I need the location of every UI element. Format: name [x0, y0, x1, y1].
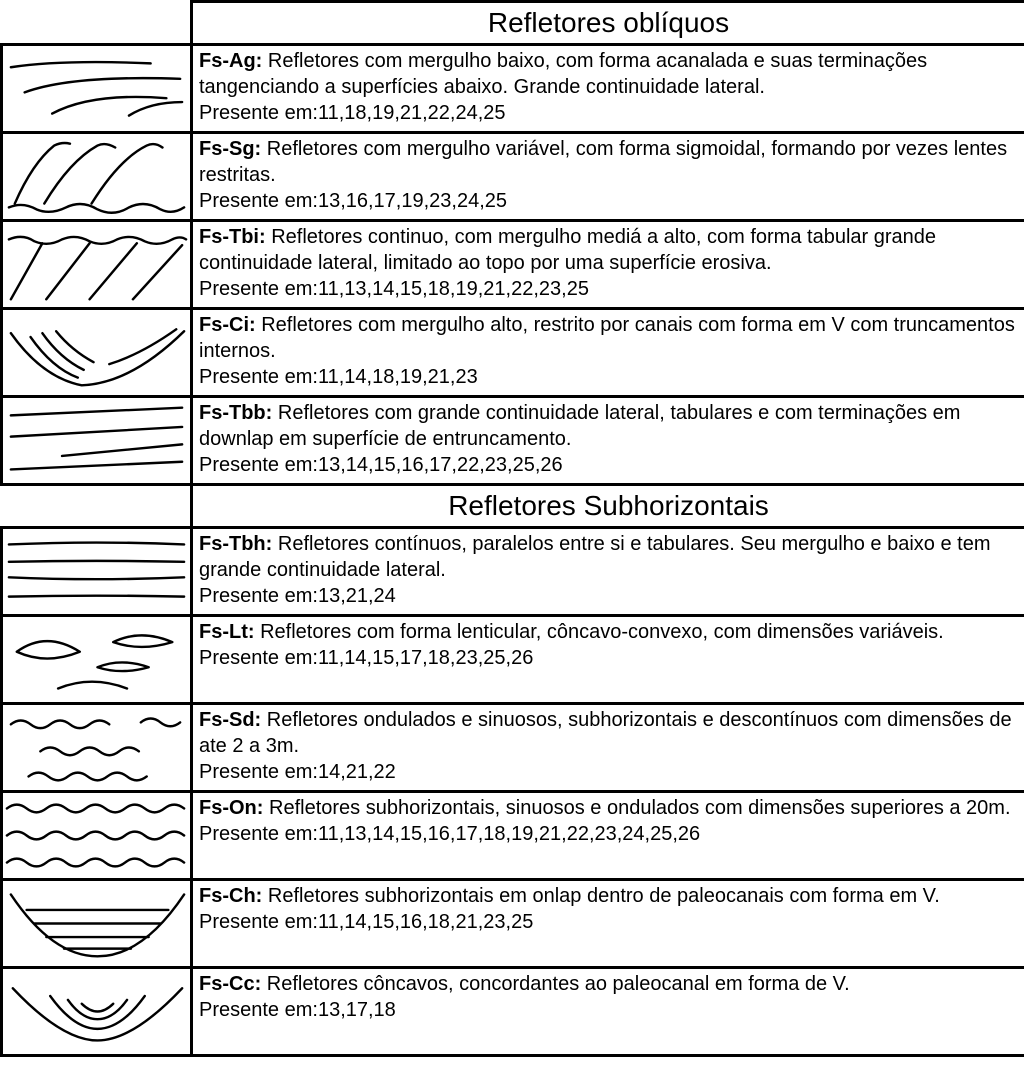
row-desc: Refletores continuo, com mergulho mediá …: [199, 226, 936, 274]
symbol-cell-Fs-Cc: [2, 968, 192, 1056]
symbol-cell-Fs-Lt: [2, 616, 192, 704]
row-desc: Refletores ondulados e sinuosos, subhori…: [199, 709, 1012, 757]
present-label: Presente em:: [199, 823, 318, 845]
present-values: 14,21,22: [318, 761, 396, 783]
desc-cell-Fs-On: Fs-On: Refletores subhorizontais, sinuos…: [192, 792, 1024, 880]
desc-cell-Fs-Ag: Fs-Ag: Refletores com mergulho baixo, co…: [192, 45, 1024, 133]
desc-cell-Fs-Sg: Fs-Sg: Refletores com mergulho variável,…: [192, 133, 1024, 221]
row-desc: Refletores com mergulho baixo, com forma…: [199, 50, 927, 98]
symbol-cell-Fs-Tbi: [2, 221, 192, 309]
present-values: 11,13,14,15,18,19,21,22,23,25: [318, 278, 589, 300]
row-code: Fs-Cc:: [199, 973, 261, 995]
row-desc: Refletores com forma lenticular, côncavo…: [260, 621, 944, 643]
present-values: 11,14,15,17,18,23,25,26: [318, 647, 533, 669]
present-values: 11,14,18,19,21,23: [318, 366, 478, 388]
present-label: Presente em:: [199, 278, 318, 300]
present-label: Presente em:: [199, 190, 318, 212]
reflector-table: Refletores oblíquosFs-Ag: Refletores com…: [0, 0, 1024, 1057]
row-code: Fs-Sd:: [199, 709, 261, 731]
present-values: 13,16,17,19,23,24,25: [318, 190, 507, 212]
row-desc: Refletores côncavos, concordantes ao pal…: [267, 973, 850, 995]
present-values: 11,13,14,15,16,17,18,19,21,22,23,24,25,2…: [318, 823, 700, 845]
row-desc: Refletores subhorizontais, sinuosos e on…: [269, 797, 1011, 819]
desc-cell-Fs-Tbh: Fs-Tbh: Refletores contínuos, paralelos …: [192, 528, 1024, 616]
symbol-cell-Fs-Tbb: [2, 397, 192, 485]
row-code: Fs-Tbh:: [199, 533, 272, 555]
row-code: Fs-Ci:: [199, 314, 256, 336]
symbol-cell-Fs-Ag: [2, 45, 192, 133]
row-desc: Refletores com grande continuidade later…: [199, 402, 960, 450]
row-code: Fs-Ag:: [199, 50, 262, 72]
row-desc: Refletores contínuos, paralelos entre si…: [199, 533, 991, 581]
symbol-cell-Fs-Ch: [2, 880, 192, 968]
desc-cell-Fs-Cc: Fs-Cc: Refletores côncavos, concordantes…: [192, 968, 1024, 1056]
row-desc: Refletores com mergulho alto, restrito p…: [199, 314, 1015, 362]
section-header: Refletores oblíquos: [192, 2, 1024, 45]
present-label: Presente em:: [199, 366, 318, 388]
present-label: Presente em:: [199, 585, 318, 607]
blank-header-cell: [2, 2, 192, 45]
desc-cell-Fs-Tbi: Fs-Tbi: Refletores continuo, com mergulh…: [192, 221, 1024, 309]
present-values: 13,17,18: [318, 999, 396, 1021]
symbol-cell-Fs-Tbh: [2, 528, 192, 616]
desc-cell-Fs-Sd: Fs-Sd: Refletores ondulados e sinuosos, …: [192, 704, 1024, 792]
row-desc: Refletores subhorizontais em onlap dentr…: [268, 885, 940, 907]
row-desc: Refletores com mergulho variável, com fo…: [199, 138, 1007, 186]
symbol-cell-Fs-Sg: [2, 133, 192, 221]
present-label: Presente em:: [199, 761, 318, 783]
section-header: Refletores Subhorizontais: [192, 485, 1024, 528]
present-label: Presente em:: [199, 102, 318, 124]
present-label: Presente em:: [199, 454, 318, 476]
row-code: Fs-On:: [199, 797, 263, 819]
symbol-cell-Fs-On: [2, 792, 192, 880]
desc-cell-Fs-Tbb: Fs-Tbb: Refletores com grande continuida…: [192, 397, 1024, 485]
desc-cell-Fs-Ci: Fs-Ci: Refletores com mergulho alto, res…: [192, 309, 1024, 397]
symbol-cell-Fs-Ci: [2, 309, 192, 397]
present-label: Presente em:: [199, 911, 318, 933]
row-code: Fs-Lt:: [199, 621, 255, 643]
row-code: Fs-Sg:: [199, 138, 261, 160]
present-label: Presente em:: [199, 999, 318, 1021]
present-values: 11,18,19,21,22,24,25: [318, 102, 506, 124]
desc-cell-Fs-Ch: Fs-Ch: Refletores subhorizontais em onla…: [192, 880, 1024, 968]
present-values: 13,21,24: [318, 585, 396, 607]
row-code: Fs-Ch:: [199, 885, 262, 907]
blank-header-cell: [2, 485, 192, 528]
row-code: Fs-Tbb:: [199, 402, 272, 424]
present-values: 13,14,15,16,17,22,23,25,26: [318, 454, 563, 476]
present-values: 11,14,15,16,18,21,23,25: [318, 911, 533, 933]
row-code: Fs-Tbi:: [199, 226, 266, 248]
desc-cell-Fs-Lt: Fs-Lt: Refletores com forma lenticular, …: [192, 616, 1024, 704]
symbol-cell-Fs-Sd: [2, 704, 192, 792]
present-label: Presente em:: [199, 647, 318, 669]
